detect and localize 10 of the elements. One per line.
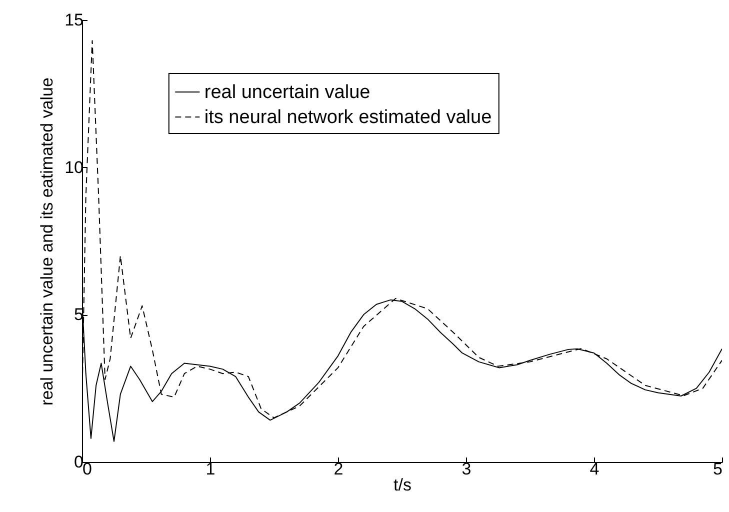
x-axis-title: t/s xyxy=(394,476,412,494)
legend-label: real uncertain value xyxy=(204,82,370,104)
y-axis-title: real uncertain value and its eatimated value xyxy=(38,78,57,406)
legend-label: its neural network estimated value xyxy=(204,107,492,128)
x-tick-label: 2 xyxy=(334,460,344,478)
x-tick-label: 4 xyxy=(590,460,600,478)
x-tick-label: 5 xyxy=(713,460,722,478)
y-tick-label: 15 xyxy=(64,10,84,30)
x-tick-label: 1 xyxy=(206,460,216,478)
x-tick-label: 3 xyxy=(462,460,472,478)
